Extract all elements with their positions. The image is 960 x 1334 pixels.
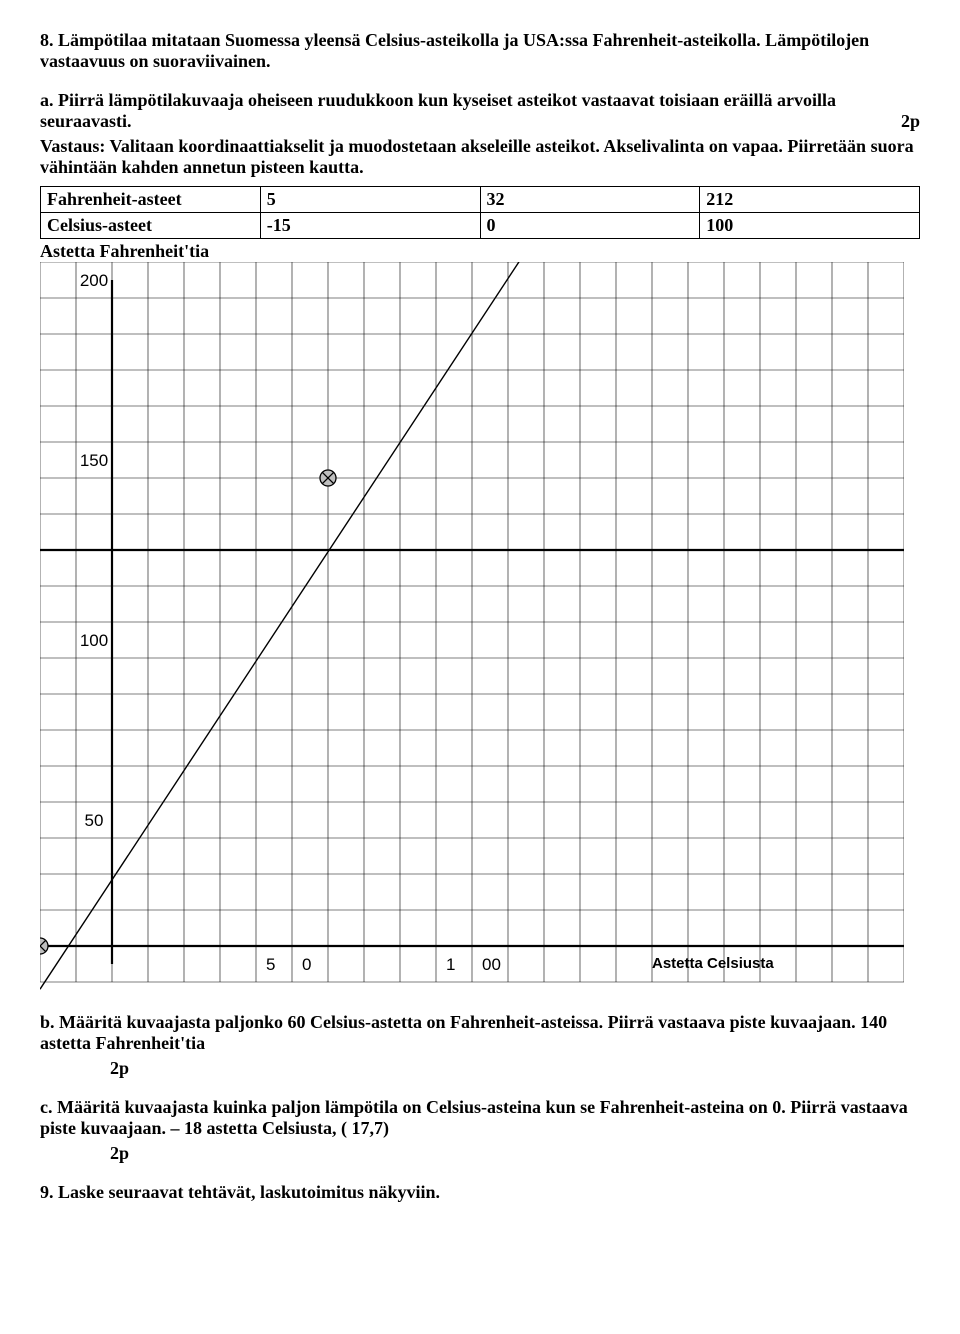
- q8-c-points: 2p: [40, 1143, 920, 1164]
- row1-c2: 32: [480, 187, 700, 213]
- svg-text:200: 200: [80, 271, 108, 290]
- table-row: Fahrenheit-asteet 5 32 212: [41, 187, 920, 213]
- chart: 2001501005050100Astetta Celsiusta: [40, 262, 920, 992]
- table-row: Celsius-asteet -15 0 100: [41, 213, 920, 239]
- q8-a-points: 2p: [901, 111, 920, 132]
- row1-c1: 5: [260, 187, 480, 213]
- svg-text:50: 50: [85, 811, 104, 830]
- row1-c3: 212: [700, 187, 920, 213]
- chart-svg: 2001501005050100Astetta Celsiusta: [40, 262, 904, 992]
- row2-c2: 0: [480, 213, 700, 239]
- q9: 9. Laske seuraavat tehtävät, laskutoimit…: [40, 1182, 920, 1203]
- svg-text:1: 1: [446, 955, 455, 974]
- q8-a-prompt: a. Piirrä lämpötilakuvaaja oheiseen ruud…: [40, 90, 920, 132]
- q8-b-text: b. Määritä kuvaajasta paljonko 60 Celsiu…: [40, 1012, 887, 1053]
- q8-a-answer: Vastaus: Valitaan koordinaattiakselit ja…: [40, 136, 920, 178]
- q8-b: b. Määritä kuvaajasta paljonko 60 Celsiu…: [40, 1012, 920, 1054]
- svg-text:100: 100: [80, 631, 108, 650]
- svg-text:0: 0: [302, 955, 311, 974]
- q8-intro: 8. Lämpötilaa mitataan Suomessa yleensä …: [40, 30, 920, 72]
- q8-a-prompt-text: a. Piirrä lämpötilakuvaaja oheiseen ruud…: [40, 90, 836, 131]
- svg-text:150: 150: [80, 451, 108, 470]
- row1-label: Fahrenheit-asteet: [41, 187, 261, 213]
- svg-text:00: 00: [482, 955, 501, 974]
- q8-c: c. Määritä kuvaajasta kuinka paljon lämp…: [40, 1097, 920, 1139]
- row2-c3: 100: [700, 213, 920, 239]
- fc-table: Fahrenheit-asteet 5 32 212 Celsius-astee…: [40, 186, 920, 239]
- q8-c-text: c. Määritä kuvaajasta kuinka paljon lämp…: [40, 1097, 908, 1138]
- svg-text:5: 5: [266, 955, 275, 974]
- chart-title: Astetta Fahrenheit'tia: [40, 241, 920, 262]
- svg-text:Astetta Celsiusta: Astetta Celsiusta: [652, 955, 774, 972]
- q8-b-points: 2p: [40, 1058, 920, 1079]
- row2-c1: -15: [260, 213, 480, 239]
- row2-label: Celsius-asteet: [41, 213, 261, 239]
